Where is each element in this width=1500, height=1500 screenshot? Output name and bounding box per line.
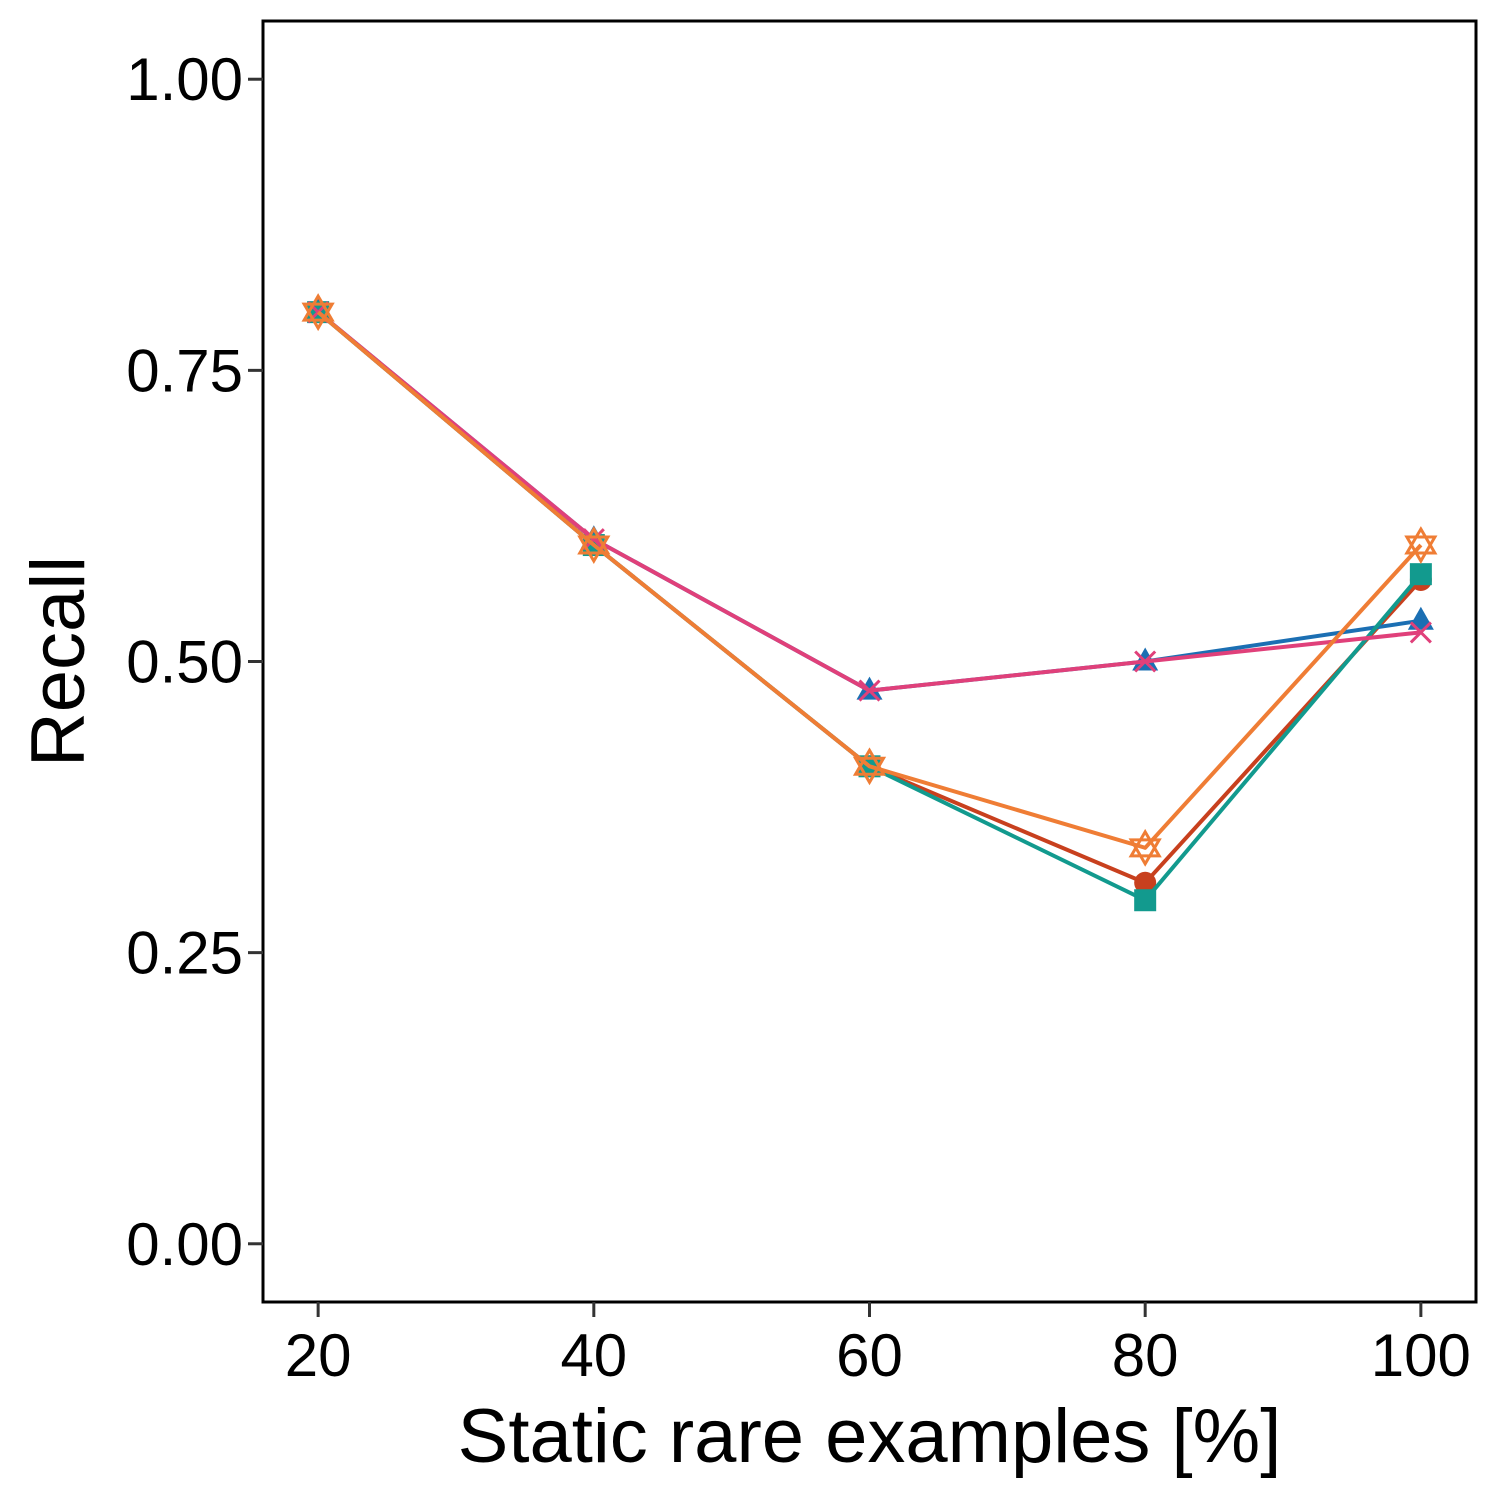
x-tick-label: 40	[560, 1322, 627, 1389]
x-tick-label: 80	[1112, 1322, 1179, 1389]
y-tick-label: 0.75	[126, 337, 243, 404]
x-tick-label: 60	[836, 1322, 903, 1389]
x-axis-title: Static rare examples [%]	[458, 1394, 1282, 1479]
point-marker	[1132, 647, 1159, 671]
x-tick-label: 20	[285, 1322, 352, 1389]
point-marker	[582, 528, 605, 551]
y-tick-label: 0.00	[126, 1211, 243, 1278]
y-tick-label: 1.00	[126, 46, 243, 113]
point-marker	[577, 526, 611, 565]
series-star	[301, 293, 1438, 867]
series-line	[316, 310, 1423, 850]
point-marker	[1134, 650, 1157, 673]
x-tick-label: 100	[1371, 1322, 1471, 1389]
point-marker	[1128, 828, 1162, 867]
point-marker	[1409, 563, 1432, 586]
series-layer	[301, 293, 1438, 912]
point-marker	[1134, 871, 1157, 894]
x-axis: 20 40 60 80 100	[285, 1302, 1471, 1389]
point-marker	[1404, 526, 1438, 565]
y-axis-title: Recall	[16, 556, 101, 767]
y-tick-label: 0.50	[126, 629, 243, 696]
point-marker	[852, 747, 887, 786]
point-marker	[856, 676, 883, 700]
plot-background	[263, 21, 1476, 1302]
point-marker	[858, 679, 881, 702]
point-marker	[301, 293, 335, 332]
y-axis: 0.00 0.25 0.50 0.75 1.00	[126, 46, 263, 1278]
y-tick-label: 0.25	[126, 920, 243, 987]
point-marker	[1134, 889, 1157, 912]
point-marker	[1409, 621, 1432, 644]
